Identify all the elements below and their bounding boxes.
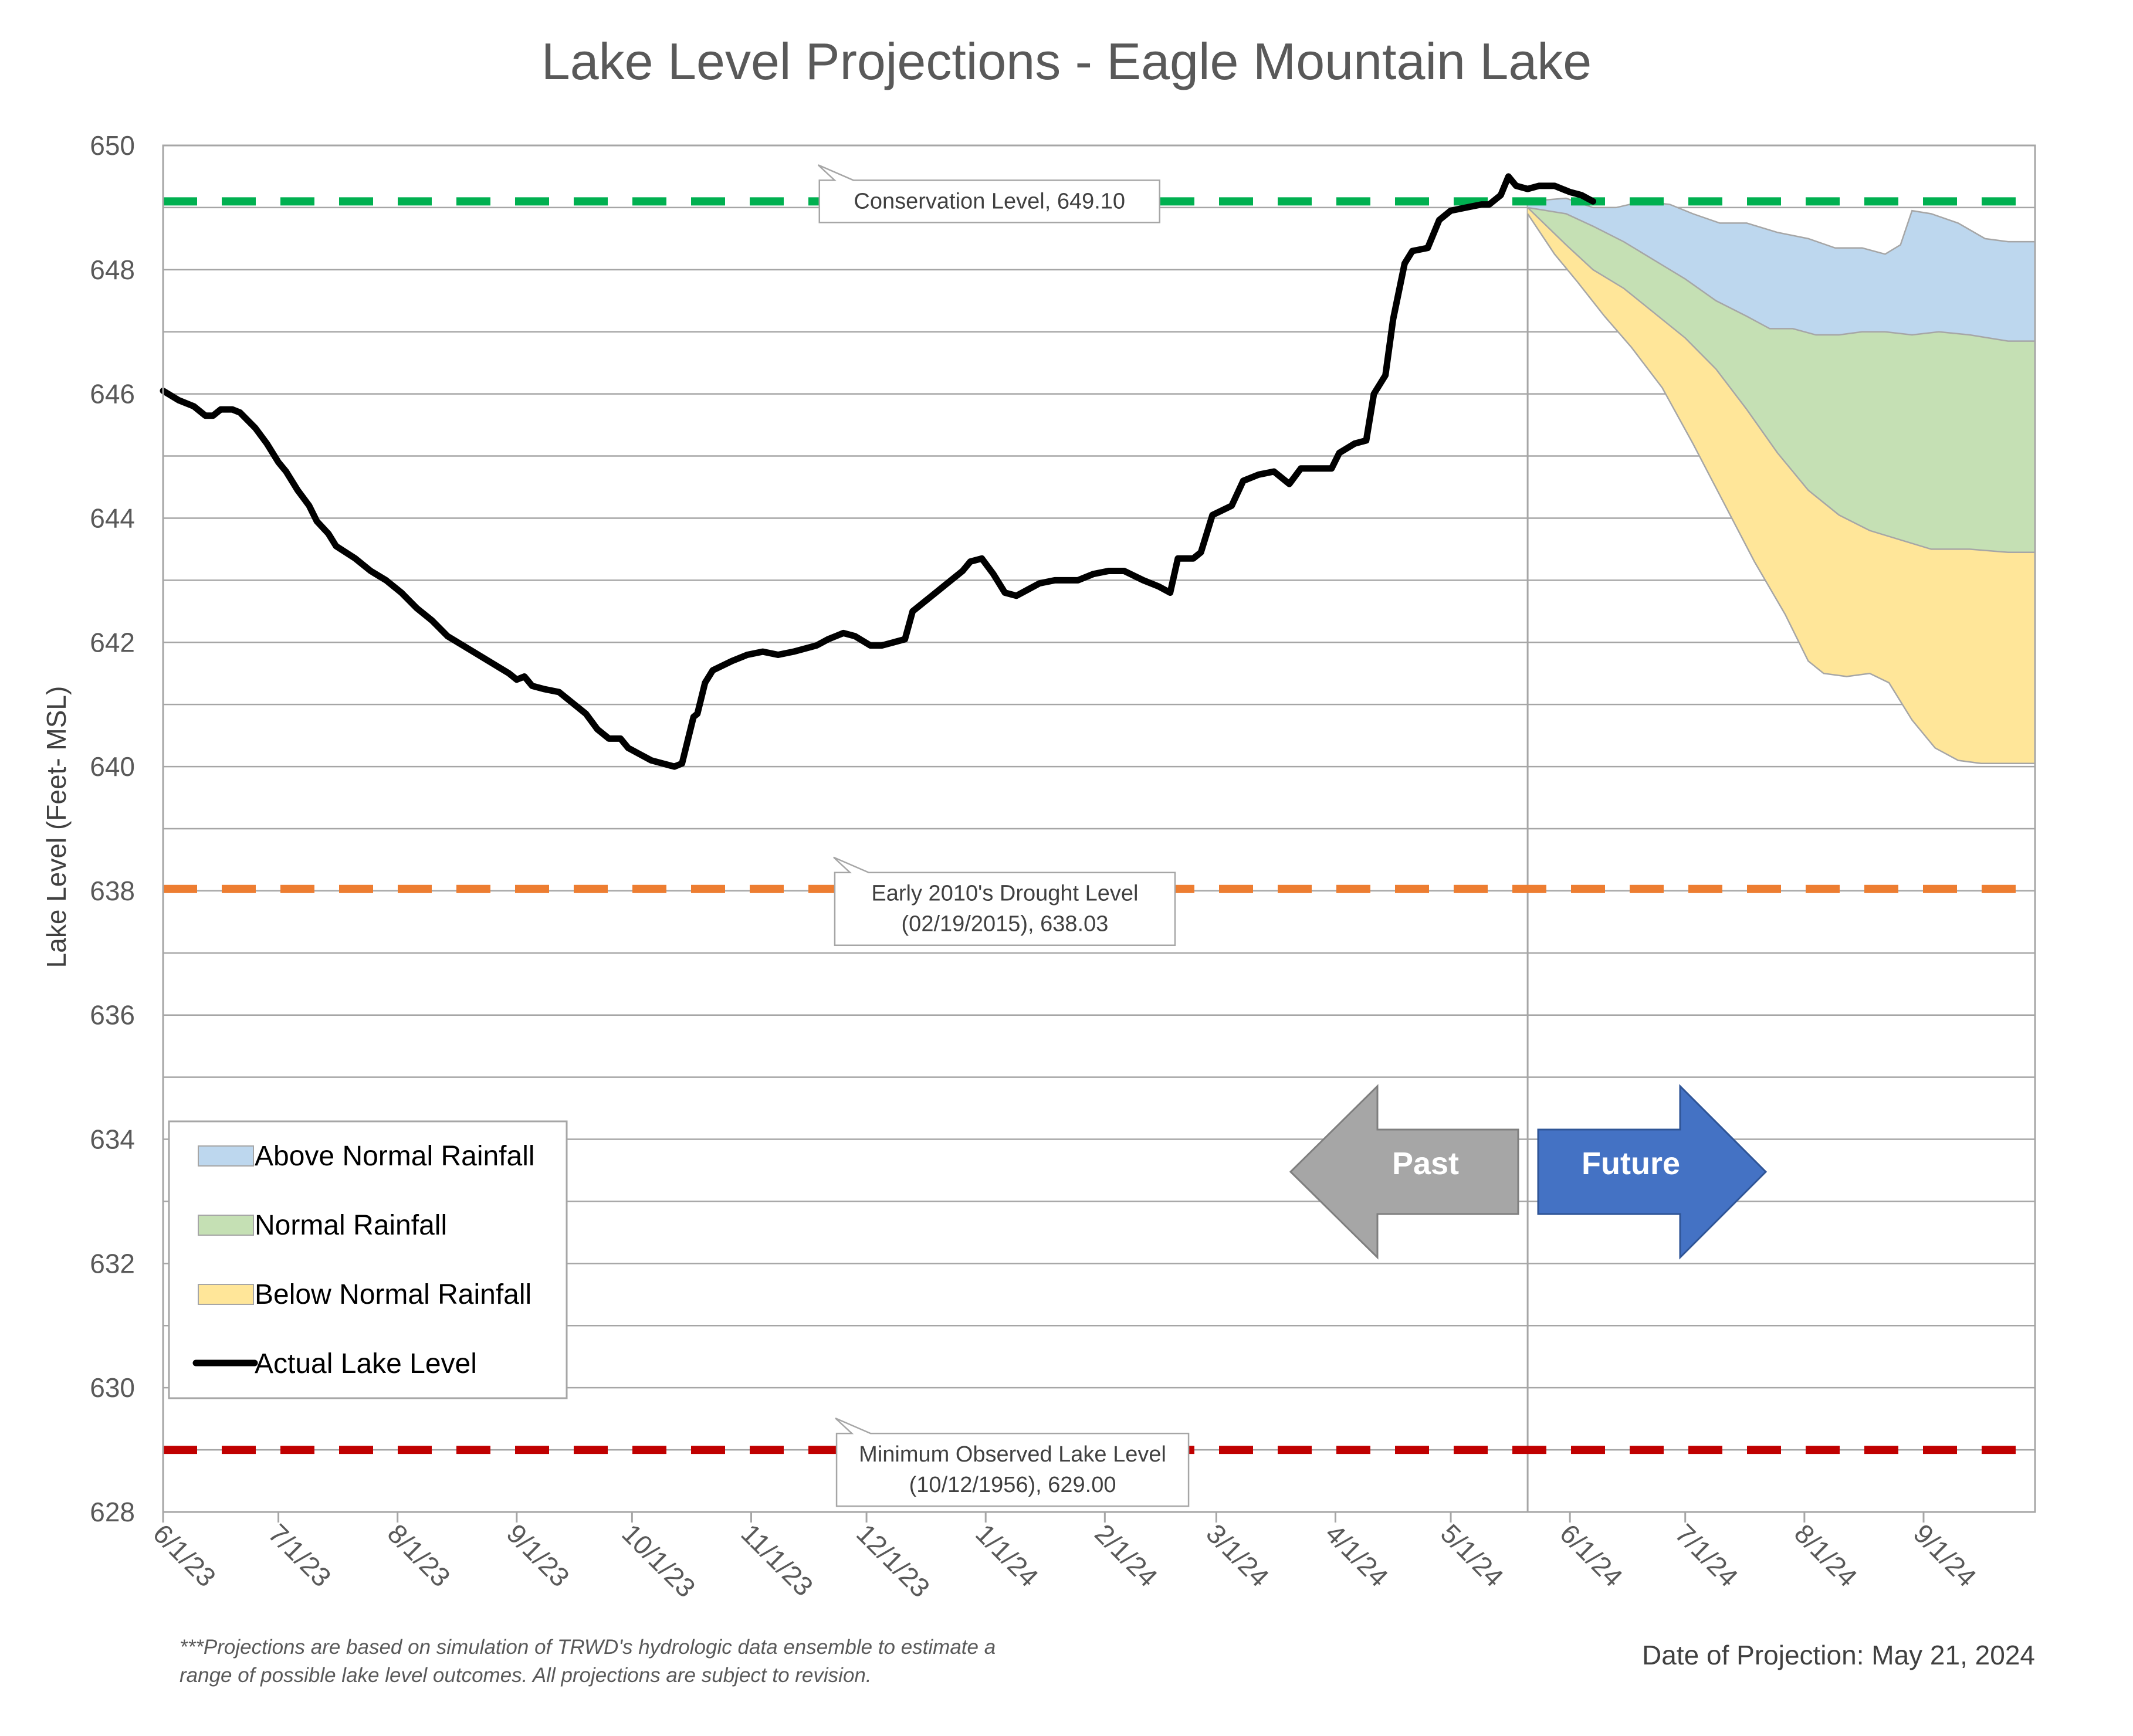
future-label: Future bbox=[1582, 1146, 1680, 1181]
callout-label: (10/12/1956), 629.00 bbox=[909, 1473, 1116, 1497]
past-label: Past bbox=[1392, 1146, 1459, 1181]
y-tick-label: 630 bbox=[90, 1372, 135, 1403]
y-tick-label: 638 bbox=[90, 876, 135, 906]
band-above-normal-rainfall bbox=[1528, 198, 2035, 341]
callout-label: Conservation Level, 649.10 bbox=[854, 189, 1125, 213]
callout-label: Minimum Observed Lake Level bbox=[859, 1442, 1166, 1467]
legend-label: Below Normal Rainfall bbox=[255, 1279, 531, 1310]
x-tick-label: 11/1/23 bbox=[735, 1518, 819, 1602]
x-tick-label: 1/1/24 bbox=[970, 1518, 1044, 1592]
x-tick-label: 6/1/24 bbox=[1554, 1518, 1628, 1592]
y-tick-label: 650 bbox=[90, 130, 135, 161]
legend: Above Normal Rainfall Normal Rainfall Belo… bbox=[168, 1120, 568, 1399]
y-tick-labels: 628 630 632 634 636 638 640 642 644 646 648 650 bbox=[90, 130, 135, 1527]
footer: ***Projections are based on simulation o… bbox=[180, 1636, 2035, 1687]
reference-lines bbox=[163, 197, 2035, 1454]
x-tick-labels: 6/1/23 7/1/23 8/1/23 9/1/23 10/1/23 11/1/23 12… bbox=[147, 1512, 1982, 1603]
x-tick-label: 10/1/23 bbox=[616, 1518, 701, 1603]
band-boundary bbox=[1527, 207, 2035, 553]
y-tick-label: 644 bbox=[90, 503, 135, 533]
y-tick-label: 646 bbox=[90, 379, 135, 409]
actual-level-line bbox=[160, 173, 1596, 770]
y-tick-label: 628 bbox=[90, 1497, 135, 1527]
x-tick-label: 3/1/24 bbox=[1200, 1518, 1275, 1592]
plot-border bbox=[162, 144, 2036, 1513]
future-arrow bbox=[1537, 1084, 1768, 1260]
legend-swatch bbox=[198, 1215, 254, 1236]
projection-date: Date of Projection: May 21, 2024 bbox=[1642, 1640, 2035, 1670]
callout-box bbox=[817, 164, 1161, 223]
legend-box bbox=[168, 1120, 568, 1399]
callout-box bbox=[833, 856, 1176, 946]
band-boundary bbox=[1527, 197, 2035, 255]
x-tick-label: 8/1/24 bbox=[1789, 1518, 1863, 1592]
band-boundary bbox=[1527, 206, 2035, 342]
callout-label: Early 2010's Drought Level bbox=[871, 881, 1138, 906]
legend-swatch bbox=[198, 1284, 254, 1305]
y-axis-label: Lake Level (Feet- MSL) bbox=[41, 686, 72, 968]
legend-swatch bbox=[198, 1145, 254, 1167]
x-tick-label: 7/1/23 bbox=[262, 1518, 337, 1592]
x-tick-label: 9/1/24 bbox=[1908, 1518, 1982, 1592]
legend-label: Actual Lake Level bbox=[255, 1348, 477, 1379]
footnote-line: range of possible lake level outcomes. A… bbox=[180, 1664, 872, 1687]
callout-label: (02/19/2015), 638.03 bbox=[902, 912, 1109, 937]
band-normal-rainfall bbox=[1528, 207, 2035, 552]
x-tick-label: 2/1/24 bbox=[1089, 1518, 1163, 1592]
plot-frame bbox=[162, 144, 2036, 1513]
reference-callouts: Conservation Level, 649.10 Early 2010's D… bbox=[817, 164, 1190, 1507]
legend-label: Above Normal Rainfall bbox=[255, 1141, 535, 1172]
x-tick-label: 7/1/24 bbox=[1670, 1518, 1744, 1592]
legend-label: Normal Rainfall bbox=[255, 1210, 447, 1241]
y-tick-label: 636 bbox=[90, 1000, 135, 1030]
x-tick-label: 8/1/23 bbox=[382, 1518, 456, 1592]
x-tick-label: 4/1/24 bbox=[1319, 1518, 1394, 1592]
chart-title: Lake Level Projections - Eagle Mountain … bbox=[541, 32, 1592, 90]
footnote-line: ***Projections are based on simulation o… bbox=[180, 1636, 996, 1659]
y-tick-label: 642 bbox=[90, 627, 135, 657]
y-tick-label: 634 bbox=[90, 1124, 135, 1155]
y-tick-label: 640 bbox=[90, 751, 135, 782]
callout-box bbox=[835, 1417, 1190, 1507]
past-future-arrows: Past Future bbox=[1289, 1084, 1768, 1260]
x-tick-label: 12/1/23 bbox=[851, 1518, 936, 1603]
band-below-normal-rainfall bbox=[1528, 207, 2035, 764]
x-tick-label: 9/1/23 bbox=[501, 1518, 575, 1592]
x-tick-label: 6/1/23 bbox=[147, 1518, 222, 1592]
actual-level-line-path bbox=[160, 173, 1596, 770]
projection-bands bbox=[1527, 197, 2035, 765]
band-boundary bbox=[1527, 213, 2035, 765]
x-tick-label: 5/1/24 bbox=[1435, 1518, 1509, 1592]
y-tick-label: 648 bbox=[90, 255, 135, 285]
past-arrow bbox=[1289, 1084, 1519, 1260]
y-tick-label: 632 bbox=[90, 1248, 135, 1279]
